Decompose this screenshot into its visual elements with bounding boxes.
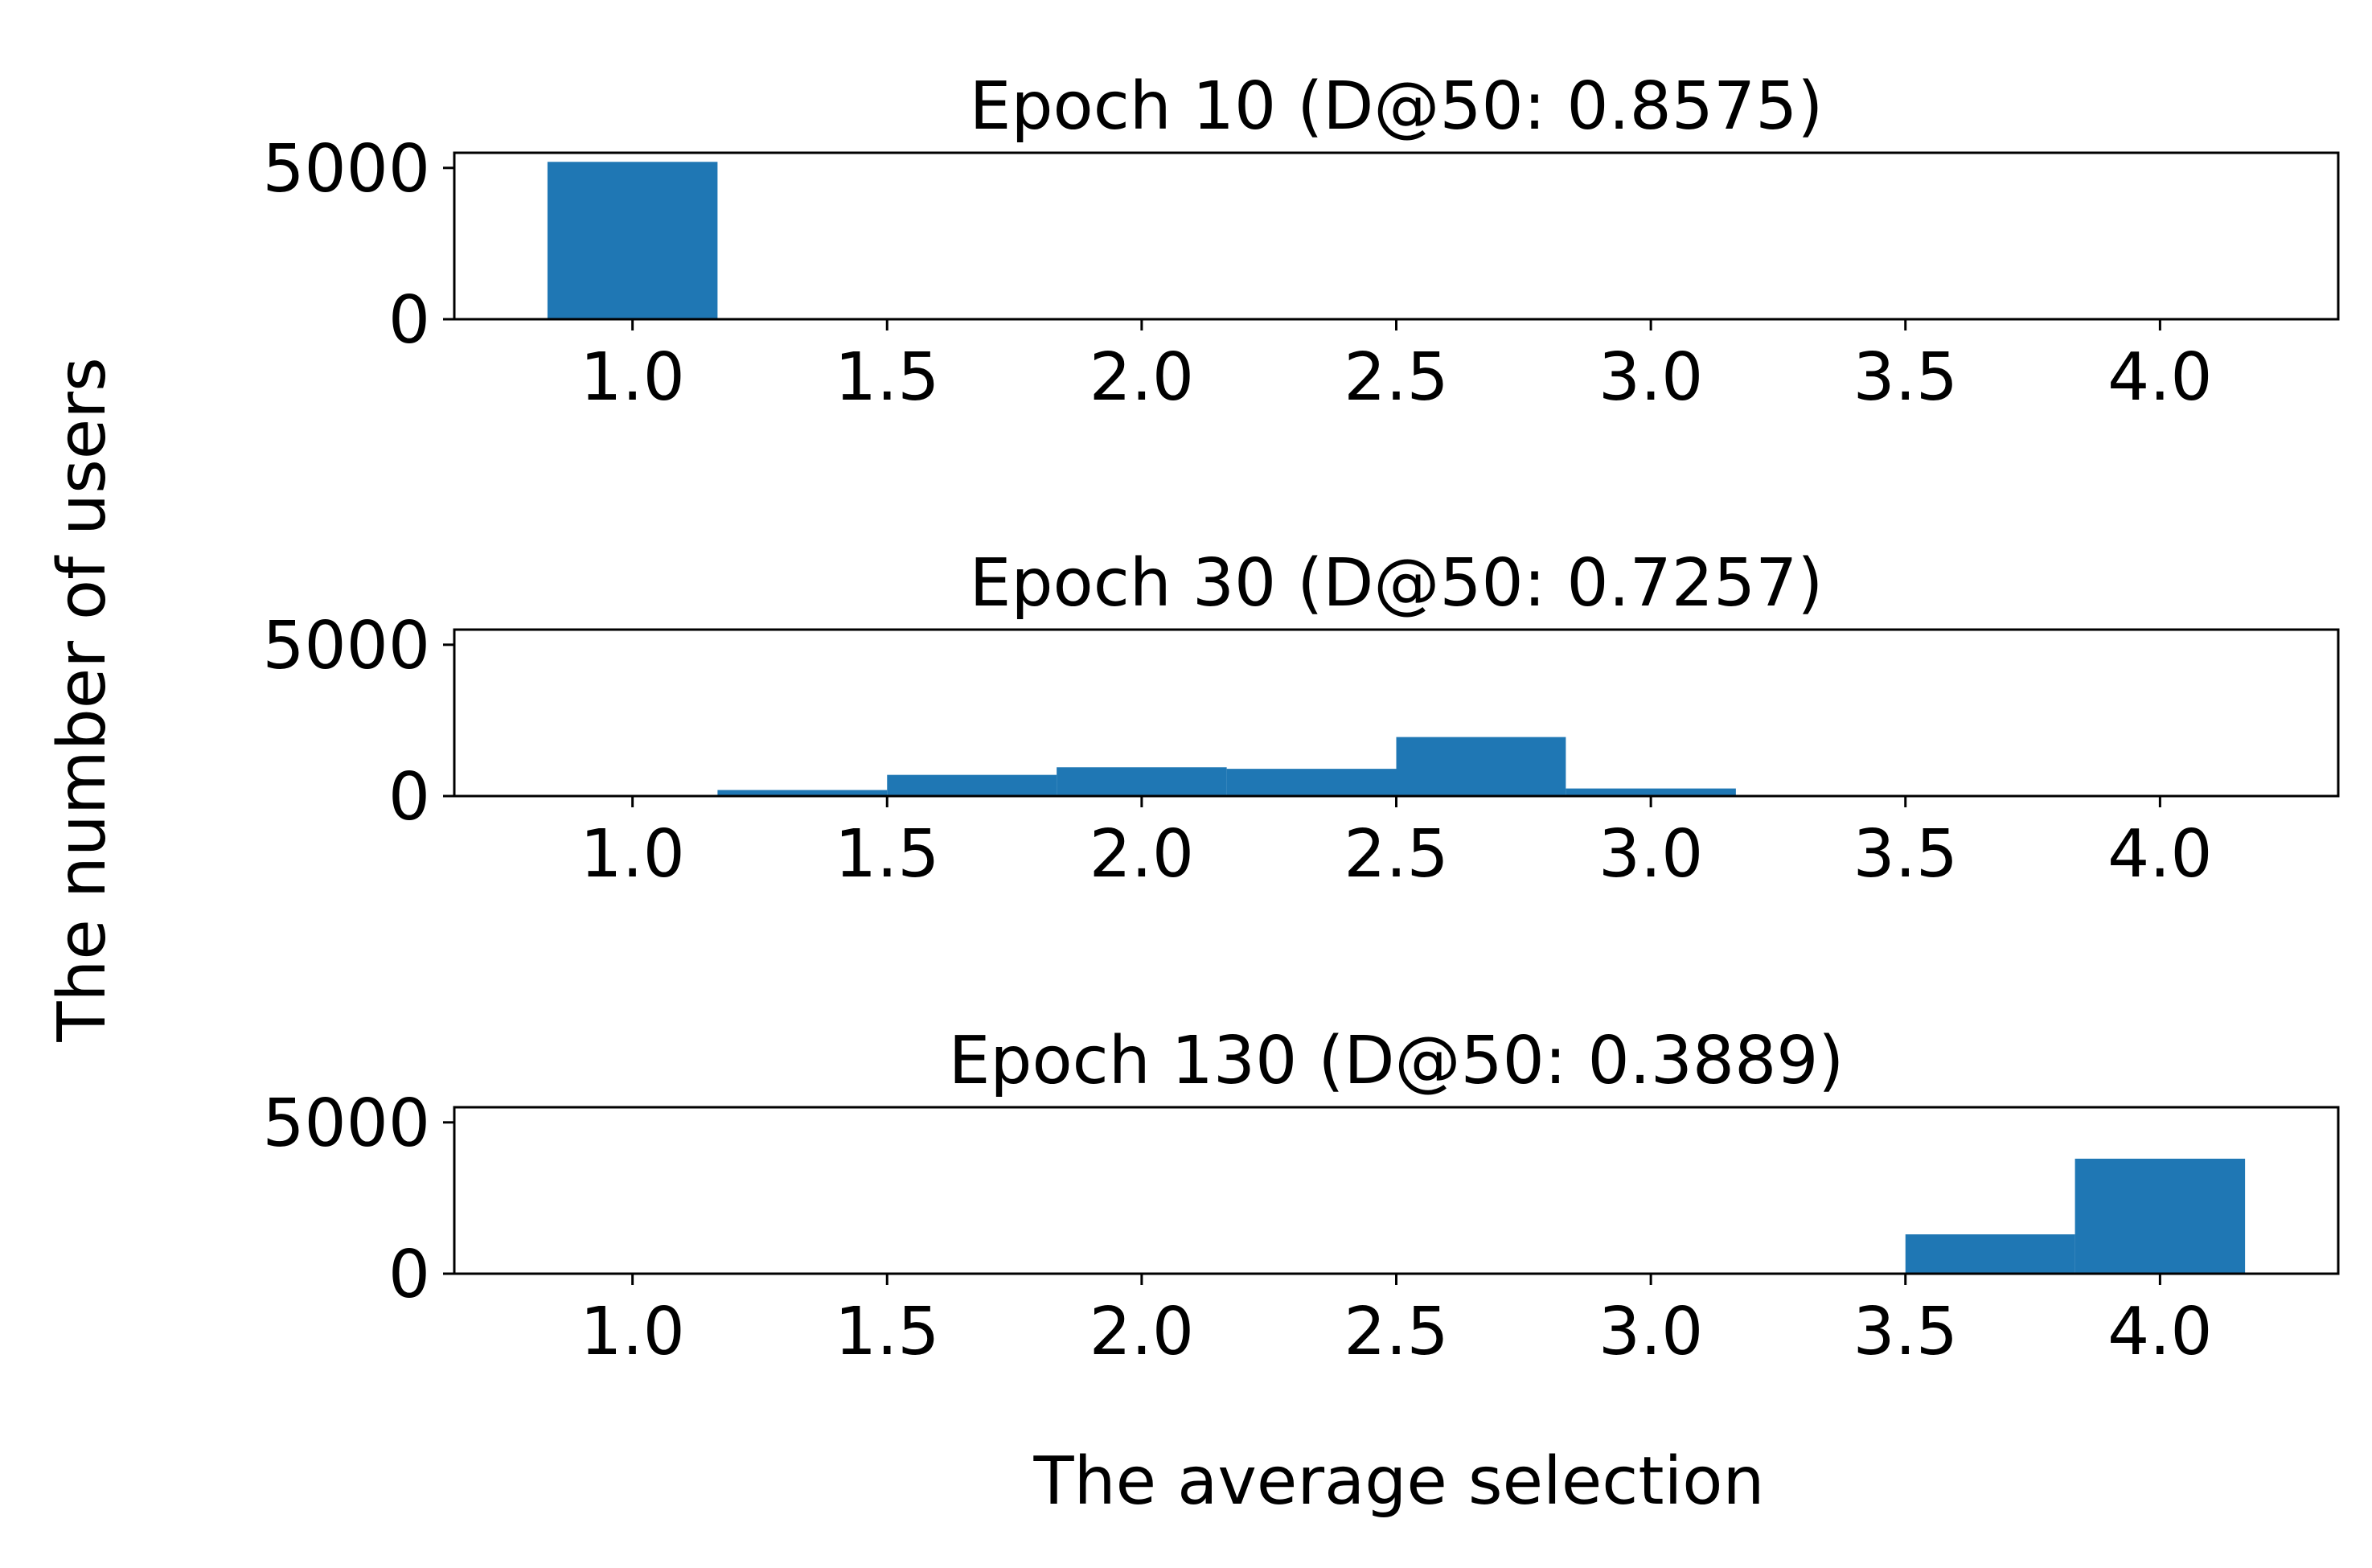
x-tick-label: 3.5: [1853, 816, 1958, 893]
x-tick-label: 2.0: [1090, 1294, 1194, 1370]
x-tick-label: 4.0: [2107, 339, 2212, 416]
subplot-panels: Epoch 10 (D@50: 0.8575) 1.0 1.5 2.0 2.5 3.0 3.…: [262, 68, 2340, 1370]
x-tick-label: 1.5: [835, 339, 939, 416]
x-tick-label: 3.5: [1853, 1294, 1958, 1370]
y-tick-label: 0: [388, 1237, 430, 1313]
histogram-bar: [1396, 737, 1566, 796]
y-axis-label: The number of users: [44, 357, 121, 1042]
x-tick-label: 2.5: [1344, 816, 1448, 893]
x-tick-label: 1.0: [580, 339, 684, 416]
subplot-title: Epoch 30 (D@50: 0.7257): [970, 545, 1824, 622]
x-tick-label: 3.0: [1598, 1294, 1703, 1370]
y-tick-label: 0: [388, 759, 430, 835]
x-axis-label: The average selection: [1033, 1443, 1765, 1520]
histogram-bar: [1057, 767, 1227, 796]
histogram-bar: [547, 162, 718, 319]
x-tick-label: 4.0: [2107, 816, 2212, 893]
y-tick-label: 5000: [262, 1086, 430, 1162]
x-tick-label: 2.0: [1090, 816, 1194, 893]
x-tick-label: 2.5: [1344, 1294, 1448, 1370]
subplot-2: Epoch 30 (D@50: 0.7257) 1.0 1.5 2.0 2.5 3.0 3.…: [262, 545, 2340, 893]
x-tick-label: 1.5: [835, 1294, 939, 1370]
x-tick-label: 4.0: [2107, 1294, 2212, 1370]
subplot-1: Epoch 10 (D@50: 0.8575) 1.0 1.5 2.0 2.5 3.0 3.…: [262, 68, 2340, 416]
x-tick-label: 2.5: [1344, 339, 1448, 416]
x-tick-label: 1.0: [580, 1294, 684, 1370]
histogram-bar: [2074, 1158, 2246, 1274]
histogram-bar: [1905, 1234, 2075, 1274]
histogram-bar: [1226, 769, 1397, 796]
x-tick-label: 3.0: [1598, 816, 1703, 893]
histogram-bar: [717, 790, 888, 796]
y-tick-label: 0: [388, 282, 430, 359]
subplot-title: Epoch 10 (D@50: 0.8575): [970, 68, 1824, 145]
x-tick-label: 2.0: [1090, 339, 1194, 416]
subplot-3: Epoch 130 (D@50: 0.3889) 1.0 1.5 2.0 2.5 3.0 3…: [262, 1023, 2340, 1370]
x-tick-label: 1.0: [580, 816, 684, 893]
histogram-bar: [887, 774, 1057, 796]
x-tick-label: 3.0: [1598, 339, 1703, 416]
histogram-bar: [1566, 788, 1736, 796]
subplot-title: Epoch 130 (D@50: 0.3889): [949, 1023, 1845, 1099]
x-tick-label: 1.5: [835, 816, 939, 893]
x-tick-label: 3.5: [1853, 339, 1958, 416]
y-tick-label: 5000: [262, 131, 430, 207]
y-tick-label: 5000: [262, 608, 430, 684]
